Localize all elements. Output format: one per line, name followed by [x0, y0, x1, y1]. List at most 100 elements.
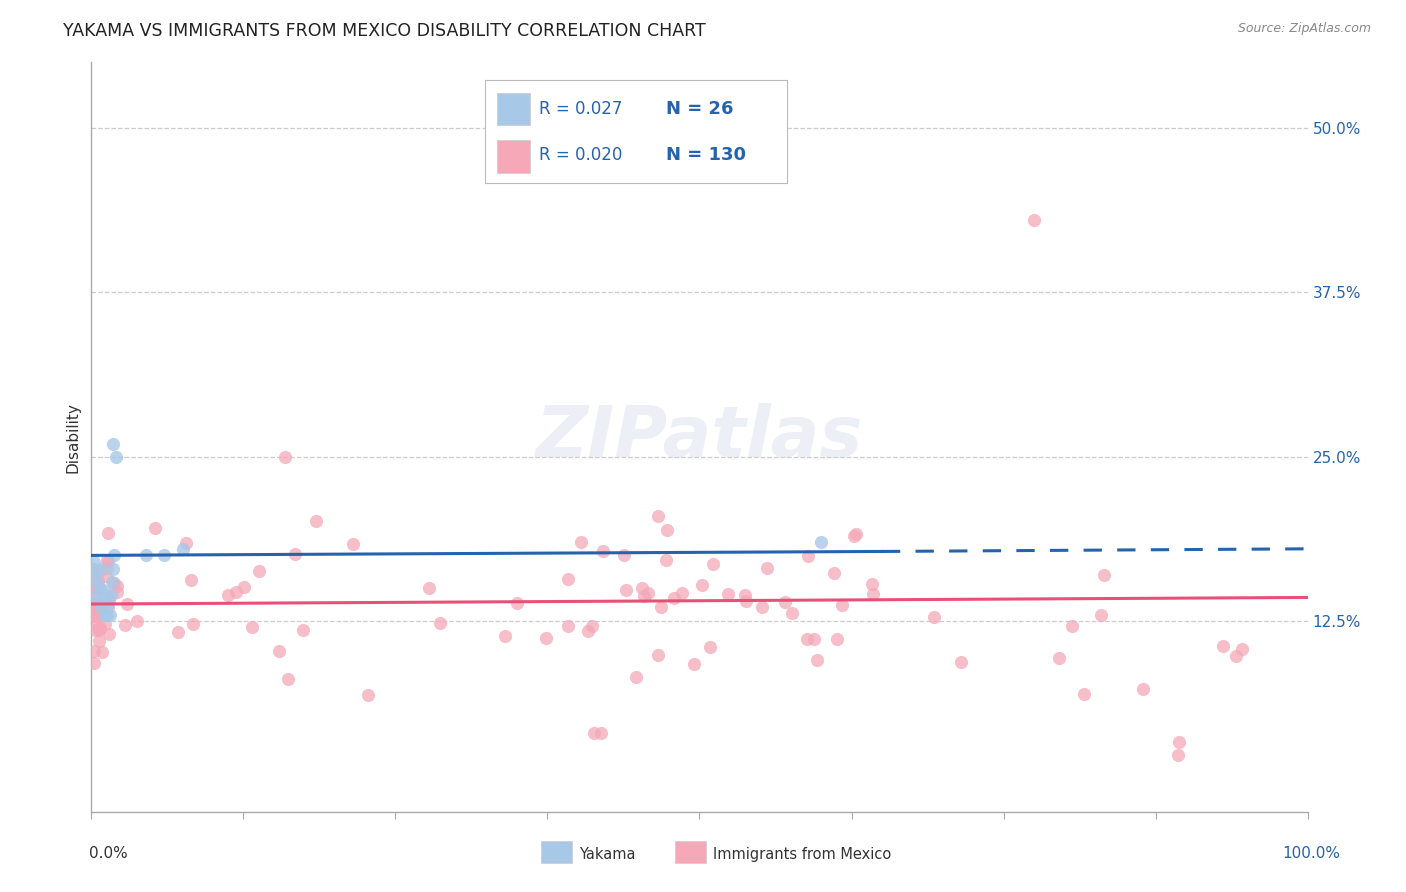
Point — [83, 657, 105, 671]
Point — [167, 625, 190, 640]
Point — [103, 561, 125, 575]
Point — [284, 547, 307, 561]
Point — [631, 581, 654, 595]
Point — [97, 526, 120, 541]
Point — [82, 570, 104, 584]
Point — [86, 607, 108, 622]
Point — [429, 615, 451, 630]
Point — [145, 521, 167, 535]
Point — [654, 553, 676, 567]
Point — [655, 523, 678, 537]
Point — [536, 631, 558, 645]
Point — [97, 627, 120, 641]
Point — [240, 620, 263, 634]
Point — [84, 568, 107, 582]
Point — [683, 657, 706, 672]
Point — [82, 564, 104, 578]
Point — [87, 623, 110, 637]
Point — [557, 572, 579, 586]
Point — [82, 579, 104, 593]
Point — [690, 578, 713, 592]
Point — [671, 585, 693, 599]
Point — [103, 576, 125, 591]
Point — [114, 618, 136, 632]
Point — [89, 621, 111, 635]
Point — [277, 672, 299, 686]
Text: Immigrants from Mexico: Immigrants from Mexico — [713, 847, 891, 862]
Y-axis label: Disability: Disability — [65, 401, 80, 473]
Point — [101, 574, 124, 589]
Point — [506, 596, 529, 610]
Point — [82, 562, 104, 576]
Point — [83, 623, 105, 637]
Point — [86, 606, 108, 620]
Point — [82, 578, 104, 592]
Point — [87, 634, 110, 648]
Point — [82, 601, 104, 615]
Point — [862, 587, 884, 601]
Bar — [498, 140, 530, 173]
Point — [86, 574, 108, 589]
Point — [89, 581, 111, 595]
Point — [616, 582, 638, 597]
Point — [94, 607, 117, 622]
Bar — [498, 93, 530, 126]
Point — [803, 632, 825, 646]
Point — [82, 561, 104, 575]
Point — [662, 591, 685, 605]
Text: N = 26: N = 26 — [666, 100, 734, 118]
Point — [1060, 619, 1083, 633]
Point — [702, 557, 724, 571]
Point — [1090, 607, 1112, 622]
Point — [637, 586, 659, 600]
Point — [89, 564, 111, 578]
Point — [357, 688, 380, 702]
Point — [87, 621, 110, 635]
Point — [97, 597, 120, 611]
Point — [1132, 681, 1154, 696]
Point — [1022, 213, 1045, 227]
Point — [699, 640, 721, 654]
Point — [87, 574, 110, 588]
Point — [82, 582, 104, 596]
Point — [97, 554, 120, 568]
Point — [96, 561, 118, 575]
Point — [773, 595, 796, 609]
Text: ZIPatlas: ZIPatlas — [536, 402, 863, 472]
Text: Source: ZipAtlas.com: Source: ZipAtlas.com — [1237, 22, 1371, 36]
Point — [84, 588, 107, 602]
Point — [174, 535, 197, 549]
Point — [172, 541, 194, 556]
Point — [91, 645, 114, 659]
Point — [90, 561, 112, 575]
Point — [823, 566, 845, 580]
Point — [633, 589, 655, 603]
Point — [217, 588, 239, 602]
Point — [96, 607, 118, 622]
Point — [949, 655, 972, 669]
Point — [105, 579, 128, 593]
Point — [232, 580, 254, 594]
Text: N = 130: N = 130 — [666, 146, 747, 164]
Point — [751, 600, 773, 615]
Point — [84, 577, 107, 591]
Point — [734, 588, 756, 602]
Point — [82, 606, 104, 620]
Point — [273, 450, 295, 464]
Text: 100.0%: 100.0% — [1282, 847, 1340, 861]
Point — [83, 599, 105, 614]
Point — [844, 529, 866, 543]
Point — [91, 601, 114, 615]
Point — [87, 597, 110, 611]
Point — [626, 670, 648, 684]
Point — [94, 588, 117, 602]
Point — [1092, 567, 1115, 582]
Point — [1047, 650, 1070, 665]
Point — [94, 568, 117, 582]
Point — [83, 603, 105, 617]
Point — [797, 549, 820, 563]
Point — [100, 588, 122, 602]
Point — [734, 594, 756, 608]
Point — [153, 549, 176, 563]
Text: Yakama: Yakama — [579, 847, 636, 862]
